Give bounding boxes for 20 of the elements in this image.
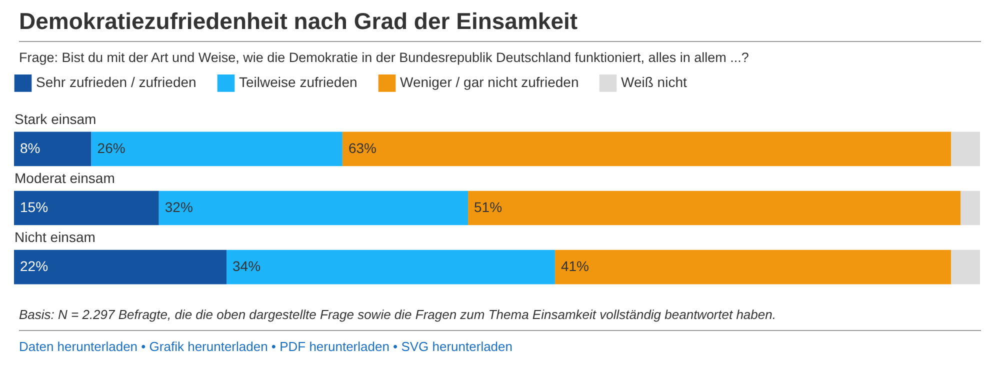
data-label: 26%: [97, 140, 126, 156]
y-tick-label: Moderat einsam: [14, 170, 115, 186]
data-label: 15%: [20, 199, 48, 215]
legend-label: Weiß nicht: [621, 74, 687, 90]
data-label: 41%: [560, 258, 589, 274]
legend-label: Weniger / gar nicht zufrieden: [400, 74, 579, 90]
data-label: 8%: [20, 140, 40, 156]
data-label: 34%: [232, 258, 261, 274]
y-tick-label: Nicht einsam: [14, 229, 96, 246]
y-tick-label: Stark einsam: [14, 110, 96, 127]
text: Daten herunterladen • Grafik herunterladen • PDF herunterladen • SVG herunterladen: [19, 339, 514, 354]
text: Basis: N = 2.297 Befragte, die die oben dargestellte Frage sowie die Fragen zum Thema Einsamkeit vollständig beantwortet haben.: [19, 307, 981, 331]
data-label: 63%: [348, 140, 376, 156]
data-label: 51%: [474, 199, 502, 215]
chart-title: Demokratiezufriedenheit nach Grad der Einsamkeit: [19, 8, 981, 42]
data-label: 32%: [164, 199, 193, 215]
legend-label: Teilweise zufrieden: [239, 74, 358, 90]
data-label: 22%: [20, 258, 48, 274]
legend-label: Sehr zufrieden / zufrieden: [36, 74, 196, 90]
chart-subtitle: Frage: Bist du mit der Art und Weise, wie die Demokratie in der Bundesrepublik Deutschland funktioniert, alles in allem ...?: [19, 50, 750, 65]
